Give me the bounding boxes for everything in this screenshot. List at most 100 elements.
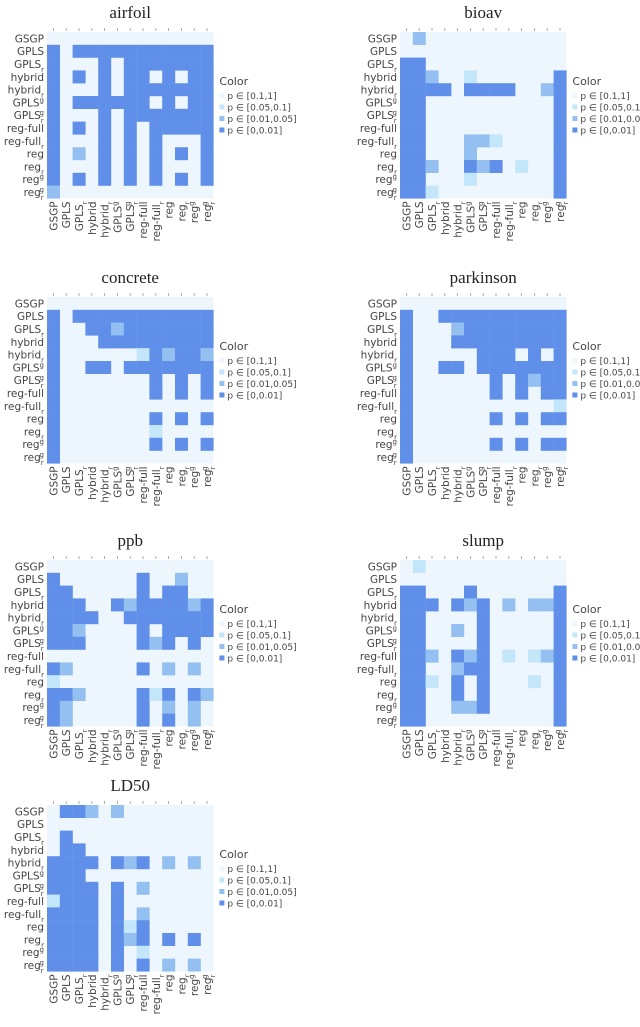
column-label: regrg xyxy=(201,201,217,221)
legend-entry: p ∈ [0.01,0.05] xyxy=(580,115,640,125)
heatmap-cell xyxy=(149,361,163,374)
heatmap-cell xyxy=(59,920,73,934)
heatmap-cell xyxy=(200,96,214,109)
heatmap-cell xyxy=(59,636,73,650)
row-label: GPLSrg xyxy=(14,637,44,653)
column-label: reg-fullr xyxy=(151,974,166,1014)
column-label: GPLSrg xyxy=(124,466,140,496)
column-label: GSGP xyxy=(48,201,60,230)
heatmap-cell xyxy=(425,83,439,97)
heatmap-cell xyxy=(123,933,137,946)
column-label: hybridr xyxy=(100,201,115,237)
heatmap-cell xyxy=(136,624,150,637)
heatmap-cell xyxy=(162,624,176,637)
row-label: hybrid xyxy=(364,337,397,349)
column-label: reg xyxy=(164,974,176,991)
heatmap-cell xyxy=(85,44,99,58)
heatmap-cell xyxy=(149,172,163,186)
heatmap-cell xyxy=(464,649,477,663)
heatmap-cell xyxy=(412,96,426,109)
heatmap-cell xyxy=(72,172,86,186)
heatmap-cell xyxy=(85,856,99,870)
column-label: reg xyxy=(517,201,529,218)
heatmap-cell xyxy=(136,44,150,58)
heatmap-cell xyxy=(400,624,413,637)
legend-swatch xyxy=(572,621,578,626)
heatmap-cell xyxy=(162,322,176,336)
legend-entry: p ∈ [0.01,0.05] xyxy=(227,380,296,390)
column-label: reg-full xyxy=(138,201,150,238)
panel-title: parkinson xyxy=(450,268,518,287)
column-label: regg xyxy=(188,201,201,223)
heatmap-cell xyxy=(162,96,176,109)
heatmap-cell xyxy=(72,309,86,323)
heatmap-cell xyxy=(412,560,426,573)
row-label: GPLSg xyxy=(366,361,397,374)
row-label: hybridr xyxy=(361,350,397,365)
heatmap-cell xyxy=(400,412,413,426)
heatmap-cell xyxy=(400,636,413,650)
heatmap-cell xyxy=(400,172,413,186)
column-label: reg xyxy=(164,729,176,746)
heatmap-cell xyxy=(47,96,60,109)
heatmap-cell xyxy=(515,361,529,374)
heatmap-cell xyxy=(123,856,137,870)
heatmap-cell xyxy=(136,96,150,109)
heatmap-cell xyxy=(162,611,176,625)
heatmap-cell xyxy=(412,121,426,135)
heatmap-cell xyxy=(553,83,567,97)
heatmap-cell xyxy=(515,335,529,349)
column-label: regr xyxy=(529,466,544,486)
row-label: regrg xyxy=(377,186,397,202)
heatmap-cell xyxy=(553,636,567,650)
column-label: hybrid xyxy=(440,729,452,762)
legend-swatch xyxy=(219,381,225,386)
heatmap-cell xyxy=(47,147,60,161)
legend-entry: p ∈ [0.1,1] xyxy=(580,92,629,102)
row-label: regr xyxy=(24,689,44,704)
heatmap-cell xyxy=(59,805,73,818)
row-label: GPLSr xyxy=(367,324,397,339)
row-label: GSGP xyxy=(368,561,397,573)
heatmap-cell xyxy=(502,361,516,374)
heatmap-cell xyxy=(136,108,150,122)
heatmap-cell xyxy=(553,348,567,362)
heatmap-cell xyxy=(136,335,150,349)
heatmap-cell xyxy=(412,57,426,71)
column-label: GPLS xyxy=(61,729,73,756)
heatmap-cell xyxy=(400,688,413,701)
heatmap-cell xyxy=(162,309,176,323)
row-label: hybrid xyxy=(11,72,44,84)
column-label: regrg xyxy=(201,729,217,749)
heatmap-cell xyxy=(162,335,176,349)
column-label: reg xyxy=(517,729,529,746)
heatmap-cell xyxy=(111,335,124,349)
heatmap-cell xyxy=(476,160,490,173)
heatmap-cell xyxy=(162,348,176,362)
heatmap-cell xyxy=(553,70,567,84)
column-label: regr xyxy=(176,974,191,994)
heatmap-cell xyxy=(136,688,150,701)
heatmap-cell xyxy=(476,611,490,625)
heatmap-cell xyxy=(111,894,124,908)
column-label: reg-fullr xyxy=(504,466,519,506)
legend-entry: p ∈ [0,0.01] xyxy=(580,392,635,402)
legend-swatch xyxy=(219,621,225,626)
row-label: hybridr xyxy=(8,350,44,365)
heatmap-cell xyxy=(111,933,124,946)
heatmap-cell xyxy=(123,147,137,161)
heatmap-cell xyxy=(175,44,188,58)
heatmap-cell xyxy=(515,322,529,336)
heatmap-cell xyxy=(451,688,465,701)
heatmap-cell xyxy=(175,611,188,625)
heatmap-cell xyxy=(553,172,567,186)
heatmap-cell xyxy=(489,134,503,148)
heatmap-cell xyxy=(175,57,188,71)
row-label: regrg xyxy=(377,451,397,467)
legend-entry: p ∈ [0.05,0.1] xyxy=(227,369,291,379)
heatmap-cell xyxy=(438,361,452,374)
heatmap-cell xyxy=(85,805,99,818)
heatmap-cell xyxy=(123,57,137,71)
column-label: GPLSr xyxy=(74,466,89,496)
heatmap-cell xyxy=(553,96,567,109)
